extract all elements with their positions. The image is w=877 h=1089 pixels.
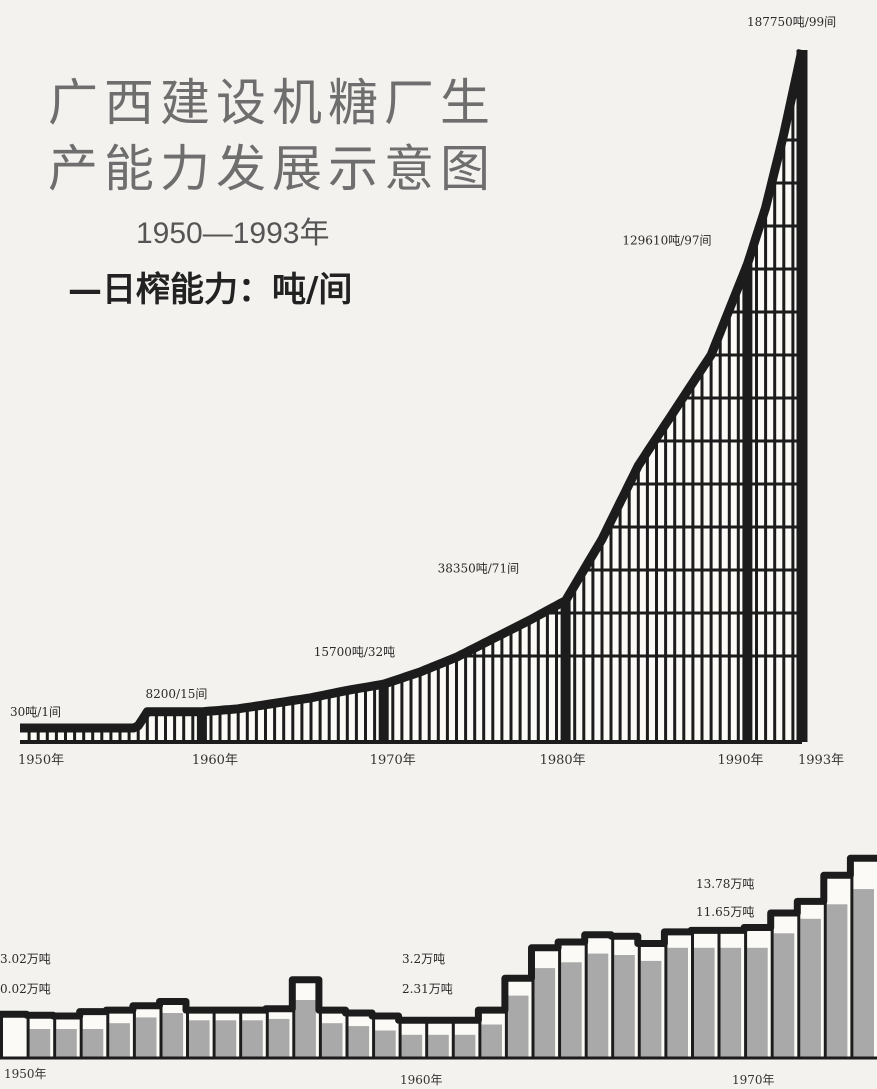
x-tick-label: 1970年 — [370, 753, 416, 768]
data-annotation-label: 15700吨/32吨 — [314, 645, 396, 659]
filled-bar — [321, 1023, 343, 1058]
bottom-annotation-label: 11.65万吨 — [696, 905, 754, 919]
filled-bar — [109, 1023, 130, 1058]
filled-bar — [189, 1020, 210, 1058]
production-bar-chart: 1950年 1960年 1970年 3.02万吨 0.02万吨 3.2万吨 2.31万吨 13… — [0, 854, 877, 1087]
filled-bar — [826, 904, 848, 1058]
chart-title-line-2: 产能力发展示意图 — [48, 140, 496, 198]
filled-bar — [401, 1034, 423, 1058]
filled-bar — [747, 947, 768, 1058]
filled-bar — [534, 968, 556, 1058]
filled-bar — [268, 1018, 290, 1059]
filled-bar — [481, 1024, 502, 1058]
data-annotation-label: 38350吨/71间 — [438, 562, 519, 576]
x-tick-label: 1950年 — [18, 753, 64, 768]
filled-bar — [507, 995, 529, 1058]
filled-bar — [667, 947, 688, 1058]
x-tick-label: 1960年 — [192, 753, 238, 768]
bottom-x-tick-label: 1960年 — [400, 1073, 443, 1087]
filled-bar — [215, 1020, 237, 1058]
x-tick-label: 1990年 — [717, 753, 763, 768]
filled-bar — [587, 953, 609, 1058]
filled-bar — [56, 1029, 77, 1058]
bottom-annotation-label: 2.31万吨 — [402, 982, 453, 996]
filled-bar — [853, 889, 874, 1058]
bottom-annotation-label: 3.2万吨 — [402, 952, 445, 966]
filled-bar — [614, 955, 635, 1058]
filled-bar — [773, 933, 795, 1058]
bottom-annotation-label: 3.02万吨 — [0, 952, 51, 966]
chart-title-block: 广西建设机糖厂生 产能力发展示意图 1950—1993年 —日榨能力：吨/间 — [48, 70, 496, 311]
filled-bar — [720, 947, 742, 1058]
filled-bar — [135, 1017, 157, 1058]
filled-bar — [82, 1029, 104, 1058]
data-annotation-label: 187750吨/99间 — [747, 15, 836, 29]
filled-bar — [694, 947, 715, 1058]
bottom-x-tick-label: 1950年 — [4, 1067, 47, 1081]
x-tick-label: 1980年 — [540, 753, 586, 768]
filled-bar — [428, 1034, 449, 1058]
filled-bar — [454, 1034, 476, 1058]
bottom-x-tick-label: 1970年 — [732, 1073, 775, 1087]
data-annotation-label: 8200/15间 — [146, 687, 208, 701]
filled-bar — [375, 1030, 396, 1058]
data-annotation-label: 129610吨/97间 — [622, 233, 711, 247]
capacity-series-line — [20, 49, 807, 733]
legend-label: —日榨能力：吨/间 — [68, 270, 353, 310]
chart-subtitle-years: 1950—1993年 — [136, 217, 330, 250]
filled-bar — [29, 1029, 51, 1058]
chart-title-line-1: 广西建设机糖厂生 — [48, 74, 496, 132]
capacity-area-chart: 1950年 1960年 1970年 1980年 1990年 1993年 30吨/1间 8200… — [10, 15, 844, 768]
filled-bar — [242, 1020, 263, 1058]
x-tick-label: 1993年 — [798, 753, 844, 768]
filled-bar — [162, 1013, 184, 1058]
filled-bar — [561, 962, 582, 1058]
data-annotation-label: 30吨/1间 — [10, 705, 61, 719]
production-outline-line — [0, 854, 877, 1024]
filled-bar — [348, 1026, 370, 1058]
outline-bar — [0, 1014, 27, 1058]
filled-bar — [295, 1000, 316, 1058]
filled-bar — [800, 918, 821, 1058]
filled-bar — [640, 960, 662, 1059]
bottom-annotation-label: 13.78万吨 — [696, 877, 754, 891]
bottom-annotation-label: 0.02万吨 — [0, 982, 51, 996]
